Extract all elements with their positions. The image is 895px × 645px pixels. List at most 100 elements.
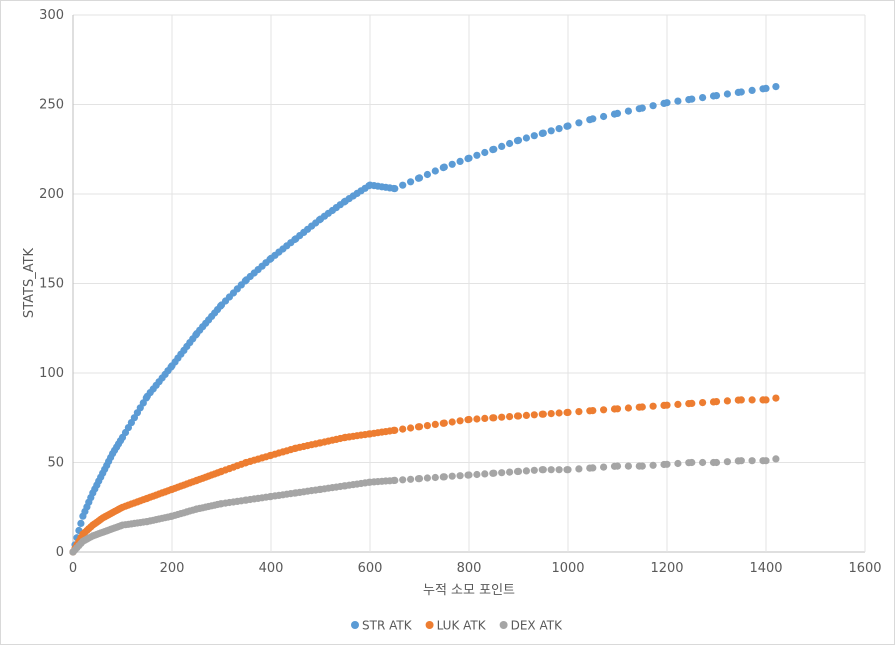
data-point bbox=[649, 461, 657, 469]
data-point bbox=[688, 399, 696, 407]
data-point bbox=[473, 415, 481, 423]
data-point bbox=[663, 460, 671, 468]
data-point bbox=[699, 399, 707, 407]
data-point bbox=[522, 134, 531, 142]
y-axis-title: STATS_ATK bbox=[22, 247, 37, 318]
data-point bbox=[624, 107, 633, 115]
data-point bbox=[762, 84, 770, 92]
y-tick-label: 200 bbox=[39, 187, 64, 202]
data-point bbox=[723, 458, 732, 466]
data-point bbox=[712, 458, 721, 467]
data-point bbox=[530, 132, 538, 140]
x-tick-label: 200 bbox=[160, 561, 185, 576]
data-point bbox=[448, 160, 456, 168]
x-tick-label: 1000 bbox=[551, 561, 584, 576]
data-point bbox=[555, 409, 563, 417]
data-point bbox=[530, 411, 538, 419]
data-point bbox=[530, 466, 538, 474]
x-tick-label: 1200 bbox=[650, 561, 683, 576]
data-point bbox=[539, 410, 547, 418]
data-point bbox=[564, 466, 572, 474]
data-point bbox=[473, 470, 481, 479]
data-point bbox=[589, 115, 597, 123]
data-point bbox=[575, 408, 583, 416]
y-tick-label: 150 bbox=[39, 277, 64, 292]
data-point bbox=[391, 185, 399, 193]
data-point bbox=[415, 423, 424, 431]
data-point bbox=[748, 86, 756, 94]
data-point bbox=[399, 425, 407, 433]
data-point bbox=[564, 408, 572, 416]
data-point bbox=[465, 154, 473, 162]
data-point bbox=[490, 145, 498, 153]
data-point bbox=[600, 406, 608, 414]
data-point bbox=[762, 396, 770, 404]
y-tick-label: 50 bbox=[47, 456, 64, 471]
x-tick-label: 400 bbox=[259, 561, 284, 576]
legend: STR ATK LUK ATK DEX ATK bbox=[351, 619, 563, 633]
data-point bbox=[481, 470, 489, 478]
data-point bbox=[465, 415, 473, 424]
data-point bbox=[481, 414, 489, 422]
data-point bbox=[624, 462, 633, 470]
data-point bbox=[547, 410, 555, 418]
legend-label: LUK ATK bbox=[437, 619, 487, 633]
x-tick-label: 0 bbox=[69, 561, 77, 576]
data-point bbox=[723, 90, 732, 98]
legend-marker bbox=[499, 621, 508, 629]
x-tick-label: 800 bbox=[457, 561, 482, 576]
data-point bbox=[688, 95, 696, 103]
y-tick-label: 0 bbox=[56, 545, 64, 560]
data-point bbox=[712, 398, 721, 406]
data-point bbox=[638, 403, 646, 411]
data-point bbox=[431, 420, 439, 428]
data-point bbox=[399, 181, 407, 189]
data-point bbox=[555, 125, 563, 133]
data-point bbox=[575, 119, 583, 127]
data-point bbox=[431, 167, 439, 175]
data-point bbox=[456, 157, 464, 165]
data-point bbox=[613, 462, 622, 470]
data-point bbox=[674, 97, 682, 105]
data-point bbox=[407, 475, 415, 483]
data-point bbox=[506, 468, 514, 476]
data-point bbox=[522, 411, 531, 419]
data-point bbox=[674, 400, 682, 408]
data-point bbox=[456, 472, 464, 480]
data-point bbox=[555, 466, 563, 474]
data-point bbox=[772, 394, 780, 402]
data-point bbox=[613, 405, 622, 413]
y-tick-label: 250 bbox=[39, 98, 64, 113]
data-point bbox=[473, 151, 481, 159]
data-point bbox=[448, 418, 456, 426]
data-point bbox=[723, 397, 732, 405]
data-point bbox=[498, 413, 506, 421]
data-point bbox=[77, 519, 85, 528]
data-point bbox=[712, 92, 721, 100]
y-tick-label: 300 bbox=[39, 8, 64, 23]
data-point bbox=[440, 473, 448, 481]
data-point bbox=[440, 419, 448, 427]
data-point bbox=[465, 471, 473, 479]
data-point bbox=[772, 83, 780, 91]
data-point bbox=[440, 163, 448, 171]
data-point bbox=[391, 476, 399, 484]
data-point bbox=[391, 426, 399, 434]
data-point bbox=[772, 455, 780, 463]
data-point bbox=[663, 401, 671, 409]
data-points bbox=[69, 83, 780, 556]
legend-label: DEX ATK bbox=[511, 619, 563, 633]
data-point bbox=[547, 127, 555, 135]
data-point bbox=[448, 472, 456, 480]
data-point bbox=[506, 413, 514, 421]
data-point bbox=[638, 462, 646, 470]
data-point bbox=[423, 422, 431, 430]
data-point bbox=[415, 174, 424, 182]
data-point bbox=[547, 466, 555, 474]
data-point bbox=[737, 88, 745, 96]
data-point bbox=[649, 402, 657, 410]
data-point bbox=[674, 459, 682, 468]
data-point bbox=[737, 396, 745, 404]
data-point bbox=[748, 396, 756, 404]
data-point bbox=[600, 112, 608, 121]
